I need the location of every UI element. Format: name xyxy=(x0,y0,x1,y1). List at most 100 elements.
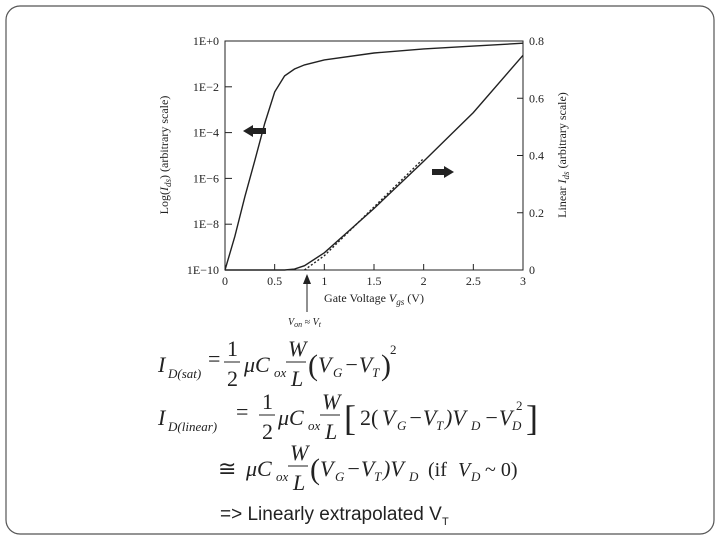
x-tick-label: 0 xyxy=(222,274,228,288)
eq-token: D xyxy=(470,469,481,484)
data-line xyxy=(225,54,524,271)
y-label-part: ) (arbitrary scale) xyxy=(157,96,171,179)
eq-token: −V xyxy=(408,405,439,430)
eq-token: G xyxy=(333,365,343,380)
y2-tick-label: 0.2 xyxy=(529,206,544,220)
y-label-part: I xyxy=(157,186,171,192)
eq-token: −V xyxy=(346,456,377,481)
data-line xyxy=(304,157,425,271)
y-tick-label: 1E−2 xyxy=(193,80,219,94)
x-axis-label: Gate Voltage Vgs (V) xyxy=(324,291,424,307)
y-label-part: Log( xyxy=(157,191,171,214)
eq-token: 2 xyxy=(262,419,273,444)
y-tick-label: 1E−4 xyxy=(193,126,219,140)
eq-token: ox xyxy=(274,365,287,380)
eq-token: G xyxy=(397,418,407,433)
eq-token: 2 xyxy=(227,366,238,391)
x-label-part: V xyxy=(389,291,398,305)
y-axis-label: Log(Ids) (arbitrary scale) xyxy=(157,96,173,215)
y2-label-part: Linear xyxy=(555,184,569,218)
eq-token: 2( xyxy=(360,405,378,430)
x-tick-label: 1 xyxy=(321,274,327,288)
eq-token: )V xyxy=(381,456,406,481)
eq-token: (if xyxy=(428,459,452,481)
eq-token: = xyxy=(208,346,220,371)
eq-token: L xyxy=(290,366,303,391)
eq-token: W xyxy=(322,389,342,414)
eq-token: D xyxy=(470,418,481,433)
eq-token: V xyxy=(458,459,473,481)
eq-token: L xyxy=(292,470,305,495)
y2-tick-label: 0.4 xyxy=(529,149,544,163)
eq-token: )V xyxy=(443,405,468,430)
eq-token: V xyxy=(320,456,336,481)
eq-token: ox xyxy=(276,469,289,484)
eq-token: ) xyxy=(381,349,391,382)
x-label-part: gs xyxy=(396,297,405,307)
eq-token: W xyxy=(288,336,308,361)
y-tick-label: 1E+0 xyxy=(193,34,219,48)
x-tick-label: 2.5 xyxy=(466,274,481,288)
annotation-part: V xyxy=(288,317,296,328)
x-label-part: (V) xyxy=(404,291,424,305)
eq-token: 2 xyxy=(390,342,397,357)
eq-token: ≅ xyxy=(218,456,236,481)
eq-token: V xyxy=(382,405,398,430)
eq-token: μC xyxy=(245,456,272,481)
eq-token: D xyxy=(408,469,419,484)
eq-token: μC xyxy=(243,352,270,377)
x-tick-label: 1.5 xyxy=(367,274,382,288)
y2-tick-label: 0 xyxy=(529,263,535,277)
eq-token: I xyxy=(157,352,167,377)
eq-token: μC xyxy=(277,405,304,430)
data-line xyxy=(224,42,524,271)
eq-token: T xyxy=(436,418,444,433)
eq-token: W xyxy=(290,440,310,465)
eq-token: 1 xyxy=(227,336,238,361)
eq-token: D xyxy=(511,418,522,433)
eq-token: L xyxy=(324,419,337,444)
y2-label-part: I xyxy=(555,179,569,185)
y2-label-part: ds xyxy=(561,171,571,180)
eq-token: G xyxy=(335,469,345,484)
y2-axis-label: Linear Ids (arbitrary scale) xyxy=(555,92,571,218)
y2-tick-label: 0.8 xyxy=(529,34,544,48)
eq-token: [ xyxy=(344,398,356,438)
left-axis-arrow xyxy=(243,125,266,137)
eq-token: T xyxy=(372,365,380,380)
x-tick-label: 0.5 xyxy=(267,274,282,288)
eq-token: I xyxy=(157,405,167,430)
y-tick-label: 1E−8 xyxy=(193,217,219,231)
annotation-part: t xyxy=(319,320,322,329)
eq-token: T xyxy=(442,516,449,528)
y2-label-part: (arbitrary scale) xyxy=(555,92,569,171)
equation: I D(sat) = 1 2 μC ox W L ( V G −V T ) 2 … xyxy=(157,336,538,528)
x-tick-label: 3 xyxy=(520,274,526,288)
y2-tick-label: 0.6 xyxy=(529,91,544,105)
eq-token: ( xyxy=(308,349,318,382)
eq-token: T xyxy=(374,469,382,484)
y-tick-label: 1E−10 xyxy=(187,263,219,277)
von-arrowhead xyxy=(303,274,311,284)
eq-token: 2 xyxy=(516,398,523,413)
annotation-part: on xyxy=(294,320,302,329)
eq-token: = xyxy=(236,399,248,424)
eq-token: −V xyxy=(344,352,375,377)
x-tick-label: 2 xyxy=(421,274,427,288)
y-label-part: ds xyxy=(163,178,173,187)
annotation: Von ≈ Vt xyxy=(288,317,322,329)
x-label-part: Gate Voltage xyxy=(324,291,389,305)
eq-token: ox xyxy=(308,418,321,433)
right-axis-arrow xyxy=(432,166,454,178)
eq-token: ~ 0) xyxy=(480,459,517,481)
eq-token: 1 xyxy=(262,389,273,414)
eq-token: −V xyxy=(484,405,515,430)
eq-token: V xyxy=(318,352,334,377)
eq-token: D(sat) xyxy=(167,366,201,381)
eq-token: => Linearly extrapolated V xyxy=(220,504,442,525)
y-tick-label: 1E−6 xyxy=(193,171,219,185)
eq-token: ( xyxy=(310,453,320,486)
eq-token: D(linear) xyxy=(167,419,217,434)
eq-token: ] xyxy=(526,398,538,438)
